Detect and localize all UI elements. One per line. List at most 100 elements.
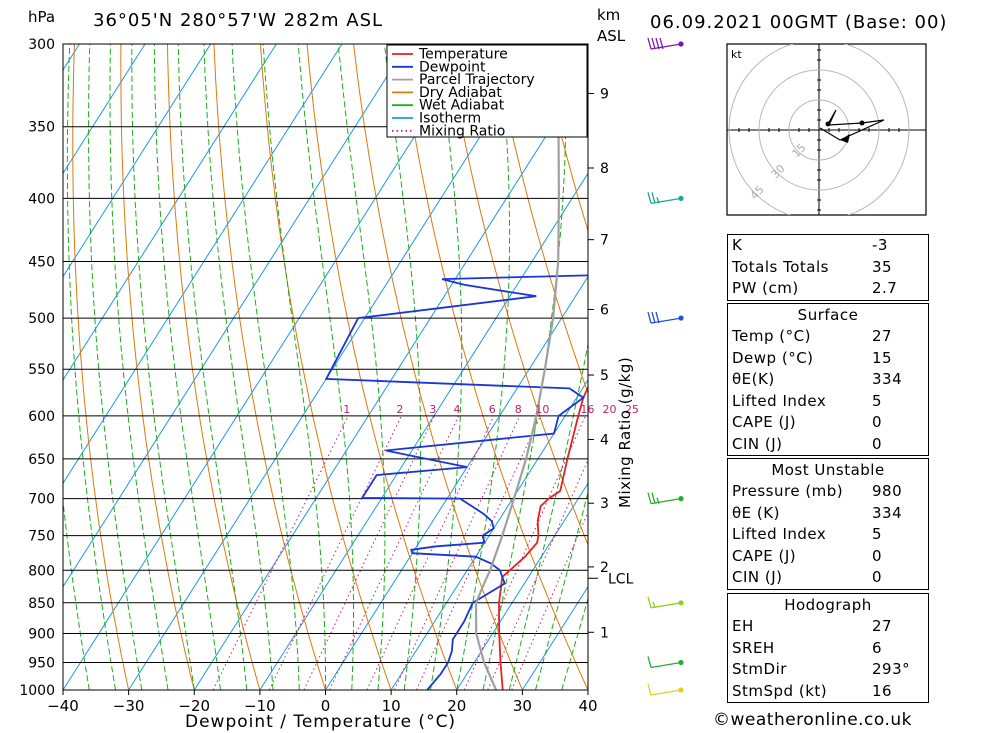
mixing-ratio-label: 4 [453, 403, 460, 416]
dry-adiabat [306, 44, 458, 690]
wet-adiabat [262, 44, 326, 690]
surface-row: Temp (°C) 27 [728, 326, 928, 348]
totals-totals-value: 35 [872, 257, 893, 276]
mixing-ratio-label: 1 [343, 403, 350, 416]
x-tick-label: −30 [113, 697, 145, 715]
x-tick-label: 40 [578, 697, 597, 715]
wet-adiabat [508, 341, 588, 690]
hodograph-stats-label: EH [732, 617, 754, 635]
surface-value: 5 [872, 391, 883, 410]
wind-barb [647, 492, 682, 505]
location-title: 36°05'N 280°57'W 282m ASL [93, 10, 383, 31]
x-tick-label: 0 [321, 697, 331, 715]
pressure-tick-label: 950 [28, 655, 55, 671]
surface-label: Lifted Index [732, 391, 827, 410]
wet-adiabat [430, 44, 463, 690]
dry-adiabat [120, 44, 195, 690]
legend-label: Wet Adiabat [419, 98, 505, 114]
height-tick-label: 8 [600, 161, 609, 177]
hodograph-ring [788, 99, 850, 161]
surface-label: θE(K) [732, 370, 775, 388]
legend-label: Dewpoint [419, 59, 486, 75]
most-unstable-value: 0 [872, 546, 883, 565]
most-unstable-table: Most Unstable Pressure (mb) 980 θE (K) 334 L… [727, 458, 929, 590]
isotherm [63, 44, 146, 175]
height-tick-label: 6 [600, 302, 609, 318]
height-tick-label: 5 [600, 368, 609, 384]
pressure-tick-label: 750 [28, 529, 55, 545]
isotherm [390, 379, 588, 690]
most-unstable-value: 334 [872, 503, 903, 522]
wind-barb [647, 192, 682, 204]
surface-row: Lifted Index 5 [728, 391, 928, 413]
surface-label: Dewp (°C) [732, 348, 814, 367]
copyright-notice[interactable]: ©weatheronline.co.uk [713, 710, 913, 730]
sounding-series-layer [324, 44, 588, 690]
surface-value: 0 [872, 434, 883, 453]
wet-adiabat [66, 44, 116, 690]
mixing-ratio-label: 10 [535, 403, 549, 416]
hodograph-ring [758, 69, 880, 191]
height-tick-label: 4 [600, 433, 609, 449]
hodograph-stats-row: EH 27 [728, 616, 928, 638]
plot-frame [62, 43, 589, 691]
x-tick-label: 10 [382, 697, 401, 715]
mixing-ratio-line [329, 415, 459, 690]
surface-row: CAPE (J) 0 [728, 412, 928, 434]
mixing-ratio-label: 3 [429, 403, 436, 416]
hodograph-stats-label: SREH [732, 638, 775, 657]
dry-adiabat [213, 44, 326, 690]
legend-label: Temperature [418, 47, 508, 63]
height-tick-label: 9 [600, 87, 609, 103]
pressure-tick-label: 300 [28, 37, 55, 53]
x-tick-label: −20 [178, 697, 210, 715]
parcel-trajectory-line [474, 44, 561, 690]
x-tick-label: 30 [513, 697, 532, 715]
surface-value: 334 [872, 370, 903, 388]
dry-adiabat [353, 44, 523, 690]
mixing-ratio-line [511, 510, 588, 690]
isotherm [259, 172, 588, 690]
isotherm [456, 482, 588, 690]
wet-adiabat [177, 44, 248, 690]
wet-adiabat [63, 496, 90, 690]
surface-label: Temp (°C) [732, 327, 811, 345]
dewpoint-line [324, 274, 588, 690]
height-unit-asl: ASL [597, 27, 626, 45]
pw-value: 2.7 [872, 279, 898, 297]
isotherm [63, 44, 212, 278]
most-unstable-value: 980 [872, 482, 903, 500]
pw-label: PW (cm) [732, 279, 799, 297]
wind-barb [647, 311, 682, 324]
indices-table: K -3 Totals Totals 35 PW (cm) 2.7 [727, 234, 929, 301]
pressure-tick-label: 650 [28, 452, 55, 468]
mixing-ratio-label: 6 [489, 403, 496, 416]
mixing-ratio-line [212, 415, 349, 690]
pressure-unit-label: hPa [28, 8, 55, 26]
surface-value: 27 [872, 327, 893, 345]
legend-label: Isotherm [419, 111, 481, 127]
wet-adiabat [88, 44, 143, 690]
wind-barb [647, 683, 682, 696]
mixing-ratio-label: 16 [580, 403, 594, 416]
dry-adiabat [72, 44, 130, 690]
most-unstable-label: Lifted Index [732, 525, 827, 543]
pressure-tick-label: 850 [28, 596, 55, 612]
totals-totals-label: Totals Totals [732, 257, 829, 276]
surface-row: CIN (J) 0 [728, 434, 928, 456]
dry-adiabat [958, 44, 1000, 690]
axes-layer: 1 2 3 4 6 8 10 16 20 2530035040045050055060065070… [19, 37, 639, 715]
x-axis-title: Dewpoint / Temperature (°C) [185, 712, 456, 732]
x-tick-label: −10 [244, 697, 276, 715]
wet-adiabat [482, 44, 567, 690]
surface-value: 15 [872, 348, 893, 367]
hodograph-unit: kt [731, 48, 742, 61]
surface-label: CIN (J) [732, 434, 783, 453]
mixing-ratio-line [268, 415, 402, 690]
legend-label: Parcel Trajectory [419, 72, 535, 88]
hodograph-stats-title: Hodograph [784, 596, 872, 614]
height-tick-label: 1 [600, 625, 609, 641]
legend-label: Dry Adiabat [419, 85, 502, 101]
height-tick-label: 3 [600, 496, 609, 512]
